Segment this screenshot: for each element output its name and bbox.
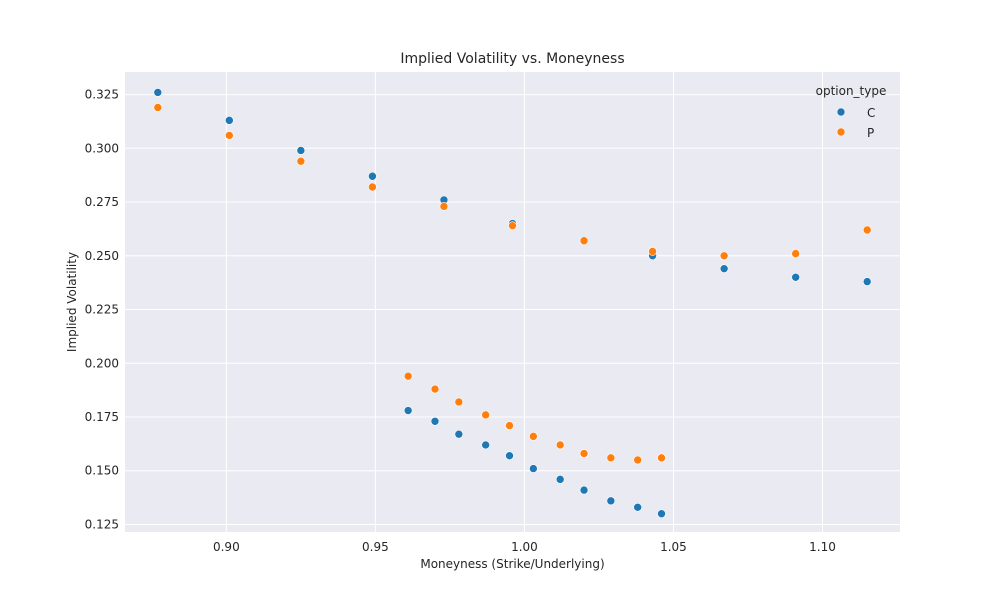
data-point-c (153, 88, 163, 97)
data-point-c (368, 171, 377, 181)
data-point-c (606, 496, 616, 506)
grid-lines (125, 72, 900, 532)
data-point-p (430, 384, 440, 394)
legend-marker-c (836, 107, 846, 117)
data-point-p (633, 455, 642, 465)
data-point-c (225, 116, 234, 125)
legend-marker-p (836, 127, 846, 137)
data-point-c (719, 264, 729, 273)
plot-area (125, 72, 900, 532)
y-tick-labels: 0.125 0.150 0.175 0.200 0.225 0.250 0.275 0.300… (85, 88, 119, 532)
data-point-p (225, 131, 234, 140)
data-point-p (648, 247, 657, 256)
data-point-c (862, 277, 872, 286)
y-tick-label: 0.125 (85, 517, 119, 531)
y-tick-label: 0.275 (85, 195, 119, 209)
data-point-c (657, 509, 666, 519)
data-point-p (153, 103, 163, 112)
data-point-p (657, 453, 666, 463)
data-point-c (555, 475, 565, 484)
data-point-c (791, 272, 800, 282)
data-point-p (719, 251, 729, 261)
data-points (153, 88, 872, 519)
data-point-p (481, 410, 490, 420)
x-axis-label: Moneyness (Strike/Underlying) (420, 557, 604, 571)
data-point-p (439, 202, 449, 211)
x-tick-label: 1.05 (660, 540, 687, 554)
y-tick-label: 0.325 (85, 88, 119, 102)
x-tick-label: 1.10 (809, 540, 836, 554)
data-point-p (579, 449, 589, 458)
legend: option_type C P (816, 84, 887, 140)
data-point-p (529, 432, 538, 441)
data-point-c (633, 502, 642, 512)
data-point-p (791, 249, 800, 258)
x-tick-label: 1.00 (511, 540, 538, 554)
legend-title: option_type (816, 84, 887, 98)
data-point-c (454, 429, 464, 439)
legend-label-c: C (867, 106, 875, 120)
data-point-p (862, 225, 872, 235)
y-tick-label: 0.300 (85, 141, 119, 155)
data-point-c (529, 464, 538, 473)
chart-title: Implied Volatility vs. Moneyness (400, 51, 624, 67)
y-axis-label: Implied Volatility (65, 252, 79, 352)
data-point-p (606, 453, 616, 463)
legend-label-p: P (867, 126, 874, 140)
data-point-p (454, 397, 464, 407)
data-point-p (505, 421, 514, 430)
data-point-p (555, 440, 565, 450)
y-tick-label: 0.175 (85, 410, 119, 424)
y-tick-label: 0.200 (85, 356, 119, 370)
y-tick-label: 0.150 (85, 464, 119, 478)
data-point-p (508, 221, 517, 230)
data-point-p (579, 236, 589, 246)
x-tick-label: 0.90 (213, 540, 240, 554)
y-tick-label: 0.225 (85, 303, 119, 317)
y-tick-label: 0.250 (85, 249, 119, 263)
x-tick-labels: 0.90 0.95 1.00 1.05 1.10 (213, 540, 836, 554)
x-tick-label: 0.95 (362, 540, 389, 554)
data-point-c (505, 451, 514, 460)
data-point-p (368, 182, 377, 192)
data-point-p (296, 156, 306, 166)
data-point-c (430, 416, 440, 426)
data-point-c (403, 406, 413, 415)
data-point-p (403, 371, 413, 381)
data-point-c (481, 440, 490, 450)
data-point-c (296, 146, 306, 155)
data-point-c (579, 485, 589, 495)
